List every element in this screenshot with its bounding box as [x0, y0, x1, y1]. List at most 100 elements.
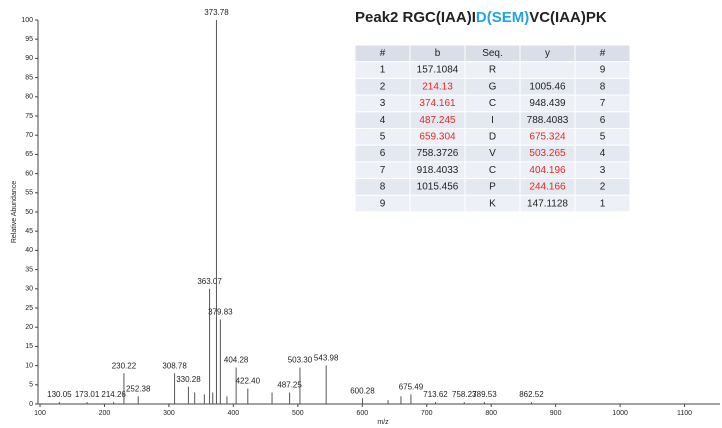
peak-label: 675.49: [399, 383, 424, 392]
x-tick-label: 600: [356, 410, 368, 417]
table-text: 4: [380, 115, 386, 126]
table-text: 487.245: [419, 115, 456, 126]
table-text: 5: [600, 131, 606, 142]
y-tick-label: 20: [25, 324, 33, 331]
table-text: 9: [600, 65, 606, 76]
peak-label: 308.78: [162, 361, 187, 370]
y-tick-label: 85: [25, 74, 33, 81]
peak-label: 543.98: [314, 354, 339, 363]
x-axis-label: m/z: [377, 419, 389, 426]
peak-label: 713.62: [423, 390, 448, 399]
table-text: K: [489, 198, 496, 209]
table-text: R: [489, 65, 496, 76]
x-tick-label: 500: [292, 410, 304, 417]
table-text: #: [600, 48, 606, 59]
y-tick-label: 95: [25, 36, 33, 43]
x-tick-label: 1100: [677, 410, 692, 417]
table-text: 758.3726: [417, 148, 459, 159]
y-tick-label: 70: [25, 132, 33, 139]
peak-label: 330.28: [176, 375, 201, 384]
peak-label: 862.52: [519, 390, 544, 399]
table-text: 374.161: [419, 98, 456, 109]
peak-label: 404.28: [224, 356, 249, 365]
table-text: 659.304: [419, 131, 456, 142]
table-text: P: [489, 182, 496, 193]
table-text: 8: [600, 81, 606, 92]
y-tick-label: 40: [25, 247, 33, 254]
y-tick-label: 75: [25, 113, 33, 120]
y-tick-label: 5: [29, 382, 33, 389]
x-tick-label: 700: [421, 410, 433, 417]
peak-label: 214.26: [101, 390, 126, 399]
table-text: V: [489, 148, 496, 159]
x-tick-label: 200: [99, 410, 111, 417]
peak-label: 422.40: [236, 377, 261, 386]
table-text: 157.1084: [417, 65, 459, 76]
title-part: Peak2 RGC(IAA)I: [355, 9, 476, 26]
table-text: 1: [380, 65, 386, 76]
table-text: y: [545, 48, 550, 59]
table-text: 503.265: [529, 148, 566, 159]
table-text: D: [489, 131, 496, 142]
table-text: 3: [600, 165, 606, 176]
x-tick-label: 1000: [612, 410, 628, 417]
y-tick-label: 60: [25, 170, 33, 177]
table-text: 2: [600, 182, 606, 193]
peak-label: 230.22: [112, 361, 137, 370]
x-tick-label: 400: [228, 410, 240, 417]
x-tick-label: 900: [550, 410, 562, 417]
y-tick-label: 0: [29, 401, 33, 408]
peak-label: 503.30: [288, 356, 313, 365]
y-tick-label: 25: [25, 305, 33, 312]
x-tick-label: 300: [163, 410, 175, 417]
table-text: 214.13: [422, 81, 453, 92]
y-tick-label: 100: [21, 17, 33, 24]
table-text: 1015.456: [417, 182, 459, 193]
table-text: 948.439: [529, 98, 566, 109]
table-text: 244.166: [529, 182, 566, 193]
y-tick-label: 10: [25, 362, 33, 369]
table-text: 918.4033: [417, 165, 459, 176]
table-text: 4: [600, 148, 606, 159]
y-tick-label: 30: [25, 286, 33, 293]
y-axis-label: Relative Abundance: [11, 181, 18, 243]
peak-label: 363.07: [197, 277, 222, 286]
table-text: 5: [380, 131, 386, 142]
table-text: I: [491, 115, 494, 126]
peak-label: 487.25: [277, 381, 302, 390]
table-text: 6: [380, 148, 386, 159]
peak-label: 252.38: [126, 384, 151, 393]
y-tick-label: 90: [25, 55, 33, 62]
table-text: 2: [380, 81, 386, 92]
peak-label: 600.28: [350, 386, 375, 395]
y-tick-label: 80: [25, 94, 33, 101]
table-text: 1: [600, 198, 606, 209]
table-text: Seq.: [482, 48, 503, 59]
peak-label: 373.78: [204, 8, 229, 17]
peak-label: 130.05: [47, 390, 72, 399]
peak-label: 173.01: [75, 390, 100, 399]
table-cell: [409, 194, 466, 213]
table-text: 404.196: [529, 165, 566, 176]
table-cell: [519, 61, 576, 79]
table-text: 3: [380, 98, 386, 109]
table-text: 675.324: [529, 131, 566, 142]
chart-title: Peak2 RGC(IAA)ID(SEM)VC(IAA)PK: [355, 9, 607, 26]
table-text: C: [489, 165, 496, 176]
table-text: 147.1128: [527, 198, 568, 209]
peak-label: 758.23: [452, 390, 477, 399]
title-part: D(SEM): [476, 9, 529, 26]
table-text: 6: [600, 115, 606, 126]
table-text: #: [380, 48, 386, 59]
peak-label: 379.83: [208, 308, 233, 317]
x-tick-label: 800: [485, 410, 497, 417]
peak-label: 789.53: [472, 390, 497, 399]
table-text: 9: [380, 198, 386, 209]
y-tick-label: 50: [25, 209, 33, 216]
y-tick-label: 15: [25, 343, 33, 350]
x-tick-label: 100: [34, 410, 46, 417]
y-tick-label: 35: [25, 266, 33, 273]
table-text: G: [489, 81, 497, 92]
y-tick-label: 55: [25, 190, 33, 197]
